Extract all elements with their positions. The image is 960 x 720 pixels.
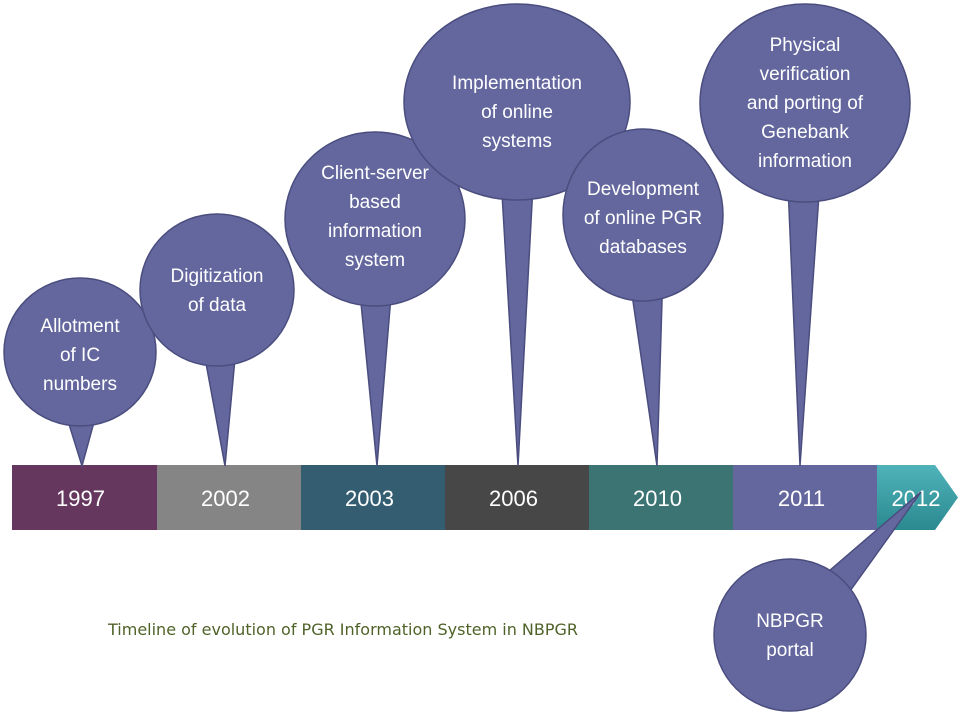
callout-text-line: of online PGR [584, 208, 702, 229]
callout-tail-joint [819, 578, 844, 602]
callout-tail [500, 179, 535, 467]
callout-circle [3, 277, 157, 427]
callout-text: Physical verification and porting of Geneba… [747, 35, 864, 172]
callout-text-line: systems [482, 131, 552, 152]
callout-circle [699, 3, 911, 203]
callout-text: Implementation of online systems [452, 73, 582, 152]
callout-text: Client-server based information system [321, 163, 429, 271]
callout-tail [358, 287, 393, 467]
callout-tail-joint [631, 280, 662, 287]
timeline-segment-2011 [733, 465, 878, 530]
callout-circle [562, 128, 724, 302]
diagram-caption: Timeline of evolution of PGR Information… [107, 620, 578, 639]
callout-text-line: portal [766, 640, 814, 661]
callout-text-line: NBPGR [756, 611, 824, 632]
year-label: 2002 [201, 486, 250, 511]
timeline-bar: 1997200220032006201020112012 [12, 465, 958, 530]
callout-text-line: and porting of [747, 93, 864, 114]
callout-circle [713, 558, 867, 712]
callout-circle [139, 213, 295, 367]
callout-bubble: Digitization of data [139, 213, 295, 467]
callout-text-line: verification [760, 64, 851, 85]
year-label: 2006 [489, 486, 538, 511]
callout-bubble: NBPGR portal [713, 491, 922, 712]
callout-text-line: databases [599, 237, 687, 258]
callout-text-line: information [758, 151, 852, 172]
callout-text: Allotment of IC numbers [40, 316, 120, 395]
callout-text: Digitization of data [171, 266, 264, 316]
callout-text-line: Genebank [761, 122, 849, 143]
callout-text-line: Implementation [452, 73, 582, 94]
callout-bubble: Client-server based information system [284, 131, 466, 467]
callout-circle [284, 131, 466, 307]
callout-text: NBPGR portal [756, 611, 824, 661]
callout-text: Development of online PGR databases [584, 179, 702, 258]
callout-tail-joint [205, 348, 235, 354]
timeline-segment-2006 [445, 465, 590, 530]
callout-circle [403, 3, 631, 201]
callout-tail [202, 349, 237, 467]
timeline-segment-2002 [157, 465, 302, 530]
year-label: 2011 [778, 486, 825, 511]
callout-text-line: Allotment [40, 316, 120, 337]
callout-tail [787, 181, 821, 467]
callout-text-line: Client-server [321, 163, 429, 184]
callout-text-line: based [349, 192, 401, 213]
callout-text-line: numbers [43, 374, 117, 395]
callout-text-line: information [328, 221, 422, 242]
callout-tail-joint [66, 408, 96, 414]
callout-bubble: Allotment of IC numbers [3, 277, 157, 469]
callout-text-line: of IC [60, 345, 100, 366]
timeline-segment-2003 [301, 465, 446, 530]
callout-bubbles: Allotment of IC numbers Digitization of data… [3, 3, 922, 712]
timeline-segment-2010 [589, 465, 734, 530]
callout-text-line: system [345, 250, 405, 271]
callout-bubble: Implementation of online systems [403, 3, 631, 467]
callout-text-line: of online [481, 102, 553, 123]
callout-text-line: Development [587, 179, 700, 200]
year-label: 1997 [56, 486, 105, 511]
callout-tail [629, 282, 664, 467]
timeline-segment-1997 [12, 465, 157, 530]
callout-bubble: Physical verification and porting of Geneba… [699, 3, 911, 467]
callout-text-line: of data [188, 295, 247, 316]
callout-bubble: Development of online PGR databases [562, 128, 724, 467]
year-label: 2003 [345, 486, 394, 511]
year-label: 2010 [633, 486, 682, 511]
callout-text-line: Digitization [171, 266, 264, 287]
callout-text-line: Physical [770, 35, 841, 56]
